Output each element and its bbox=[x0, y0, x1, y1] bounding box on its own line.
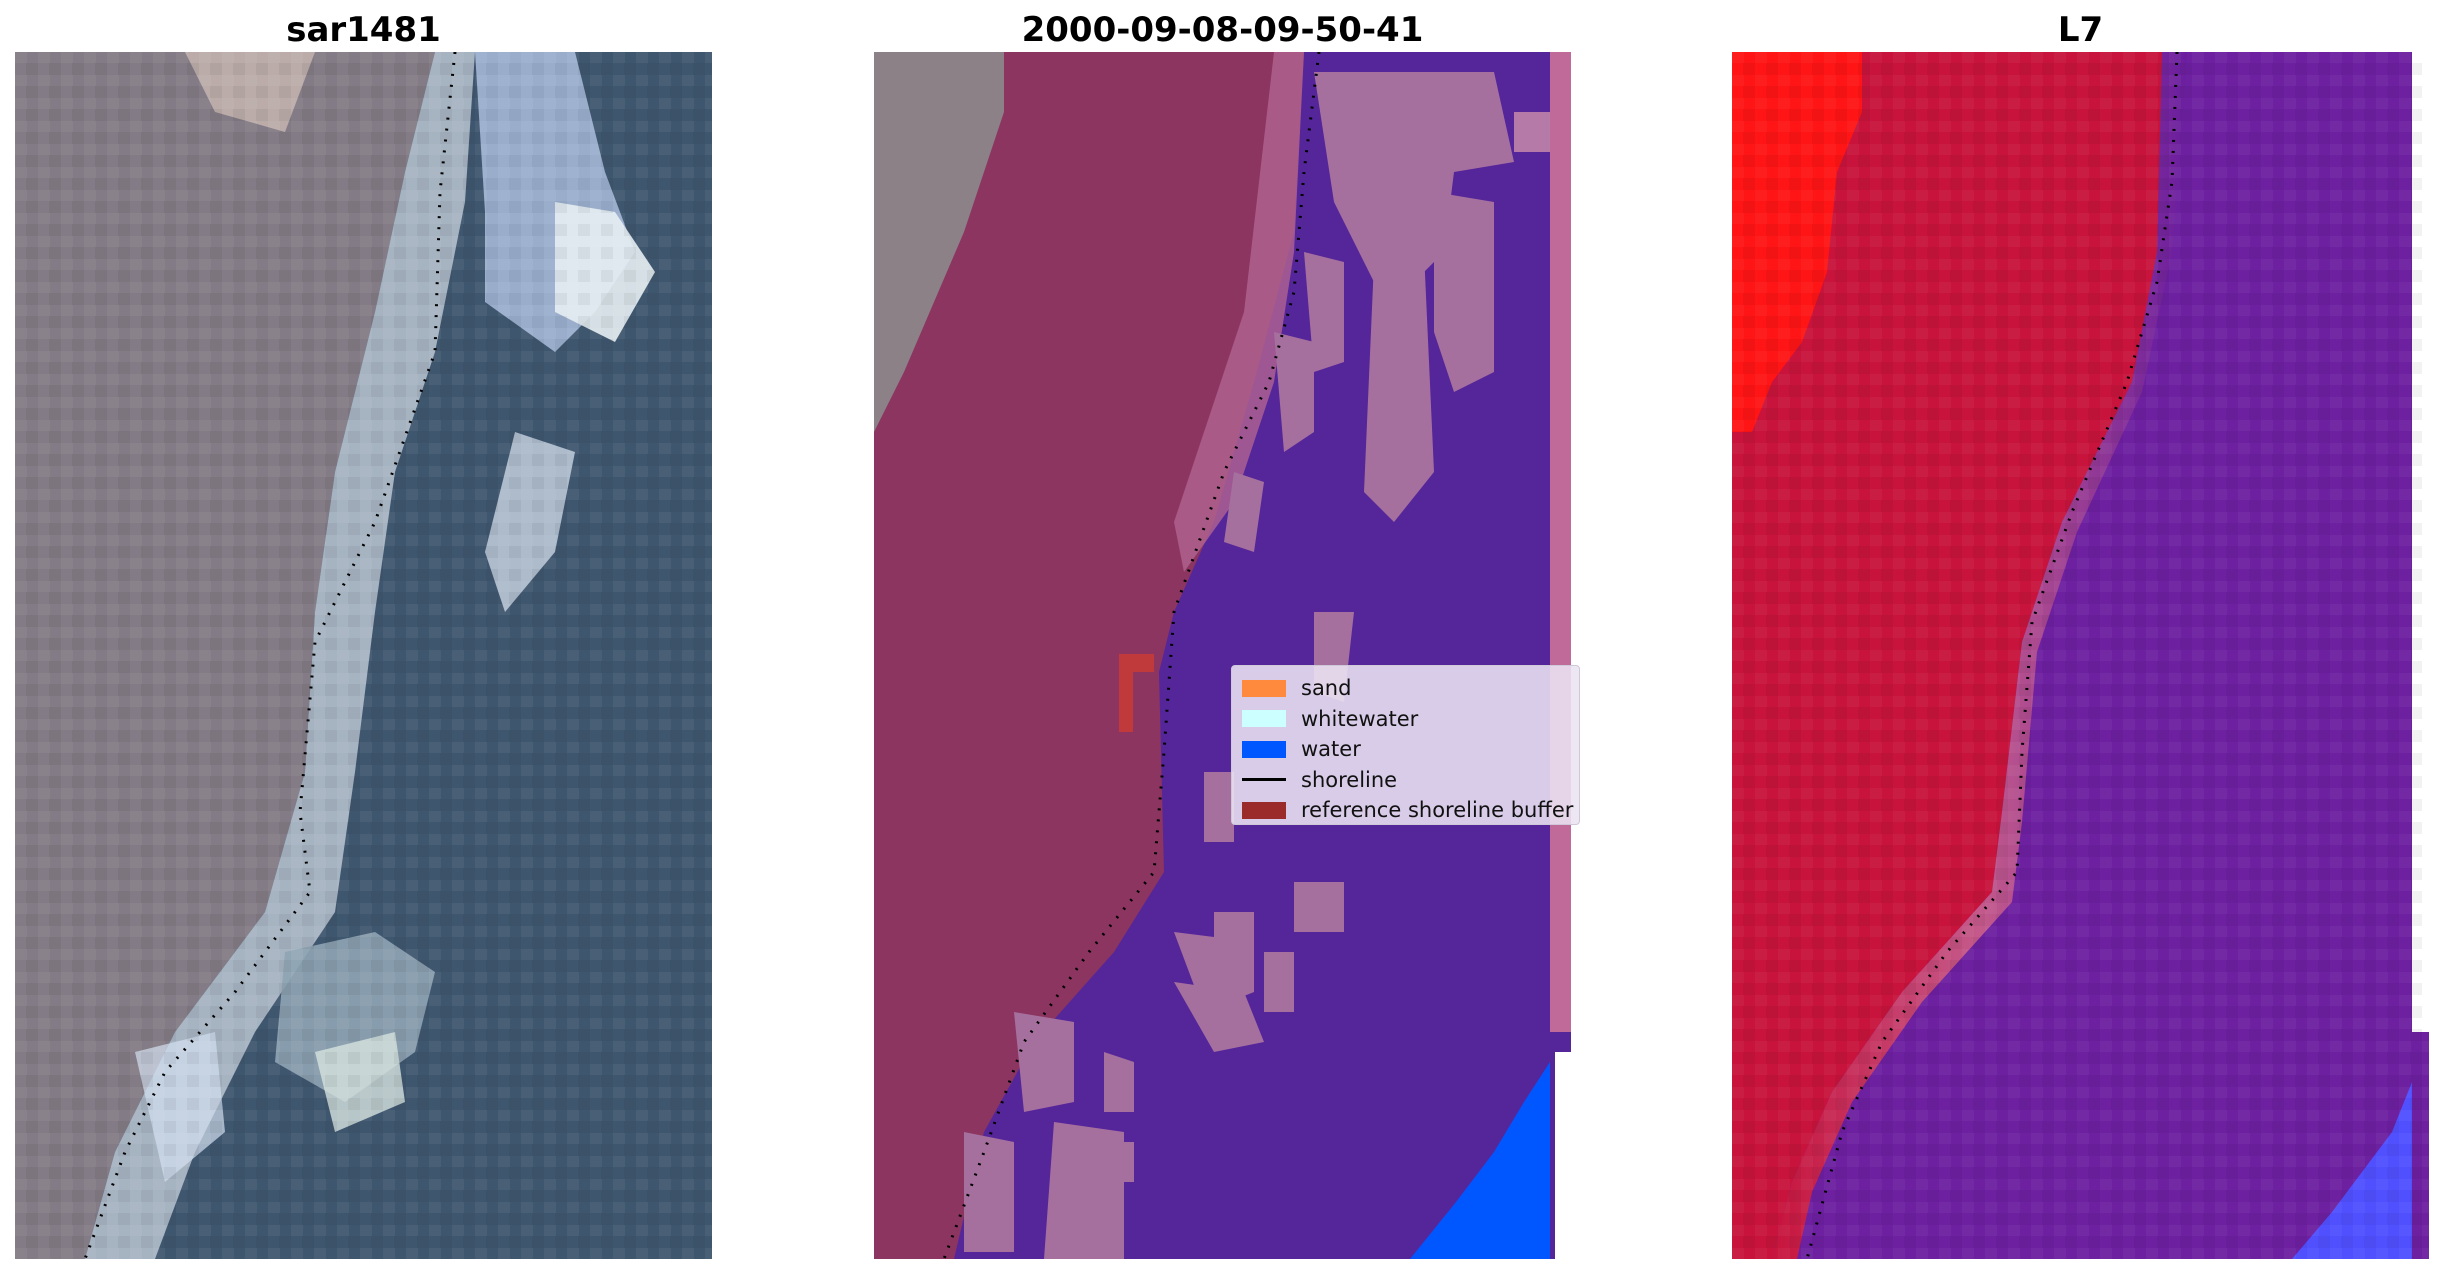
legend-label-whitewater: whitewater bbox=[1301, 706, 1419, 731]
rgb-image bbox=[15, 52, 712, 1259]
legend-item-water: water bbox=[1242, 734, 1569, 765]
legend-item-sand: sand bbox=[1242, 673, 1569, 704]
panel-title-date: 2000-09-08-09-50-41 bbox=[1021, 10, 1424, 50]
legend-label-shoreline: shoreline bbox=[1301, 767, 1398, 792]
legend-swatch-sand bbox=[1242, 679, 1286, 697]
rgb-image-panel bbox=[15, 52, 712, 1259]
index-image bbox=[1732, 52, 2429, 1259]
legend-item-whitewater: whitewater bbox=[1242, 704, 1569, 735]
legend-swatch-water bbox=[1242, 740, 1286, 758]
legend-swatch-whitewater bbox=[1242, 710, 1286, 728]
legend: sand whitewater water shoreline referenc… bbox=[1231, 665, 1580, 825]
classified-image-panel bbox=[874, 52, 1571, 1259]
legend-label-water: water bbox=[1301, 737, 1361, 762]
legend-swatch-reference-buffer bbox=[1242, 801, 1286, 819]
panel-title-sar1481: sar1481 bbox=[286, 10, 441, 50]
legend-label-sand: sand bbox=[1301, 676, 1352, 701]
legend-item-shoreline: shoreline bbox=[1242, 765, 1569, 796]
legend-swatch-shoreline bbox=[1242, 778, 1286, 782]
legend-label-reference-buffer: reference shoreline buffer bbox=[1301, 798, 1574, 823]
legend-item-reference-shoreline-buffer: reference shoreline buffer bbox=[1242, 795, 1573, 826]
index-image-panel bbox=[1732, 52, 2429, 1259]
classified-image bbox=[874, 52, 1571, 1259]
panel-title-l7: L7 bbox=[2057, 10, 2104, 50]
